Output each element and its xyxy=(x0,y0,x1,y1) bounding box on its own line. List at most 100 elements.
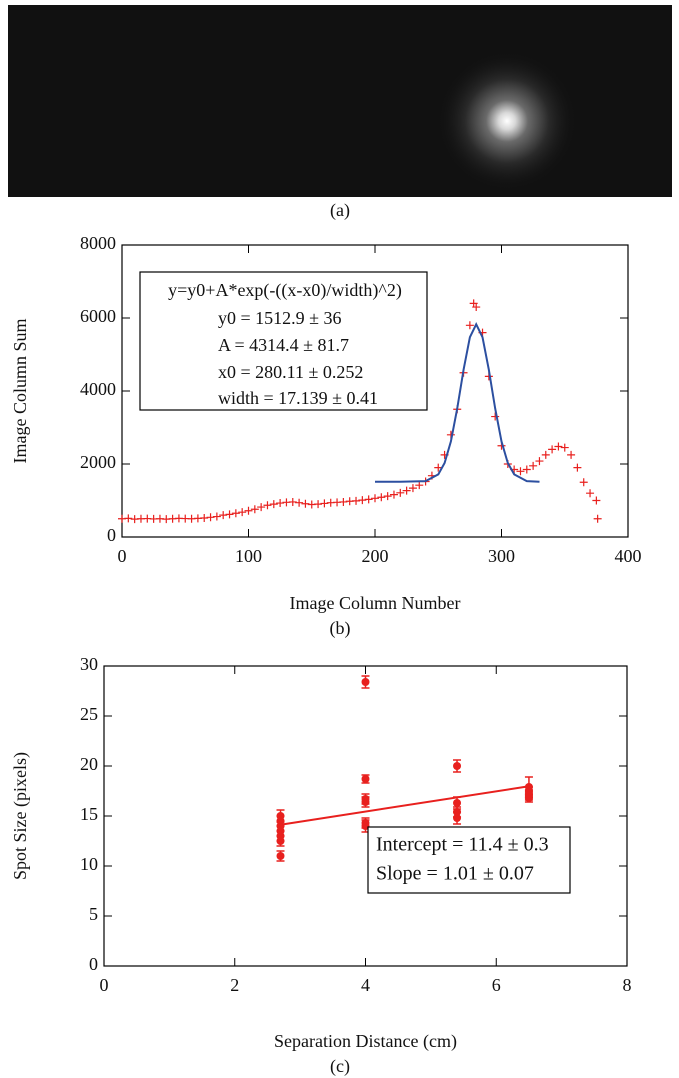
data-point xyxy=(206,513,215,522)
data-point xyxy=(396,488,405,497)
y-tick-label: 5 xyxy=(89,904,98,924)
data-point xyxy=(276,499,285,508)
data-point xyxy=(361,798,370,806)
caption: (a) xyxy=(330,200,350,221)
data-point xyxy=(124,514,133,523)
data-point xyxy=(554,442,563,451)
data-point xyxy=(579,478,588,487)
data-point xyxy=(301,499,310,508)
data-point xyxy=(250,505,259,514)
data-point xyxy=(383,492,392,501)
annotation: width = 17.139 ± 0.41 xyxy=(218,388,378,408)
y-axis-label: Spot Size (pixels) xyxy=(10,752,31,880)
data-point xyxy=(263,501,272,510)
data-point xyxy=(453,799,462,807)
annotation-box xyxy=(367,826,571,894)
data-point xyxy=(361,678,370,686)
x-tick-label: 6 xyxy=(492,975,501,995)
y-tick-label: 30 xyxy=(80,654,98,674)
data-point xyxy=(453,814,462,822)
data-point xyxy=(592,496,601,505)
y-tick-label: 10 xyxy=(80,854,98,874)
data-point xyxy=(465,321,474,330)
beam-spot xyxy=(8,5,672,197)
fit-line xyxy=(375,322,540,483)
data-point xyxy=(314,500,323,509)
annotation: y=y0+A*exp(-((x-x0)/width)^2) xyxy=(168,280,402,301)
data-point xyxy=(269,500,278,509)
data-point xyxy=(244,506,253,515)
x-tick-label: 300 xyxy=(488,546,515,566)
y-tick-label: 0 xyxy=(107,525,116,545)
data-point xyxy=(402,486,411,495)
x-tick-label: 0 xyxy=(100,975,109,995)
data-point xyxy=(231,509,240,518)
plot-frame xyxy=(103,665,628,967)
data-point xyxy=(219,511,228,520)
data-point xyxy=(276,812,285,820)
data-point xyxy=(524,794,533,802)
y-axis-label: Image Column Sum xyxy=(10,319,30,464)
data-point xyxy=(472,303,481,312)
annotation: Slope = 1.01 ± 0.07 xyxy=(376,863,534,885)
data-point xyxy=(276,852,285,860)
data-point xyxy=(320,499,329,508)
data-point xyxy=(535,457,544,466)
annotation: Intercept = 11.4 ± 0.3 xyxy=(376,834,549,856)
x-tick-label: 4 xyxy=(361,975,370,995)
data-point xyxy=(358,496,367,505)
caption: (b) xyxy=(330,618,351,639)
x-tick-label: 8 xyxy=(623,975,632,995)
data-point xyxy=(361,775,370,783)
data-point xyxy=(573,463,582,472)
data-point xyxy=(238,508,247,517)
annotation: A = 4314.4 ± 81.7 xyxy=(218,335,349,355)
x-tick-label: 400 xyxy=(615,546,642,566)
data-point xyxy=(377,493,386,502)
data-point xyxy=(295,498,304,507)
data-point xyxy=(339,497,348,506)
data-point xyxy=(529,461,538,470)
data-point xyxy=(522,465,531,474)
x-tick-label: 200 xyxy=(362,546,389,566)
data-point xyxy=(453,762,462,770)
data-point xyxy=(567,450,576,459)
data-point xyxy=(364,495,373,504)
data-point xyxy=(516,467,525,476)
data-point xyxy=(548,445,557,454)
data-point xyxy=(560,443,569,452)
annotation: y0 = 1512.9 ± 36 xyxy=(218,308,342,328)
data-point xyxy=(225,510,234,519)
y-tick-label: 20 xyxy=(80,754,98,774)
data-point xyxy=(288,497,297,506)
data-point xyxy=(586,489,595,498)
y-tick-label: 6000 xyxy=(80,306,116,326)
annotation-box xyxy=(139,271,428,411)
x-tick-label: 2 xyxy=(230,975,239,995)
data-point xyxy=(200,514,209,523)
y-tick-label: 25 xyxy=(80,704,98,724)
data-point xyxy=(212,512,221,521)
x-axis-label: Image Column Number xyxy=(290,593,461,613)
x-tick-label: 0 xyxy=(118,546,127,566)
caption: (c) xyxy=(330,1056,350,1077)
y-tick-label: 15 xyxy=(80,804,98,824)
y-tick-label: 2000 xyxy=(80,452,116,472)
data-point xyxy=(257,503,266,512)
y-tick-label: 4000 xyxy=(80,379,116,399)
x-axis-label: Separation Distance (cm) xyxy=(274,1031,457,1052)
data-point xyxy=(371,494,379,503)
data-point xyxy=(541,450,550,459)
data-point xyxy=(408,484,417,493)
fit-line xyxy=(280,785,530,826)
y-tick-label: 0 xyxy=(89,954,98,974)
data-point xyxy=(593,514,602,523)
data-point xyxy=(491,412,500,421)
data-point xyxy=(389,490,398,499)
x-tick-label: 100 xyxy=(235,546,262,566)
annotation: x0 = 280.11 ± 0.252 xyxy=(218,362,363,382)
data-point xyxy=(352,496,361,505)
y-tick-label: 8000 xyxy=(80,233,116,253)
data-point xyxy=(415,481,424,490)
